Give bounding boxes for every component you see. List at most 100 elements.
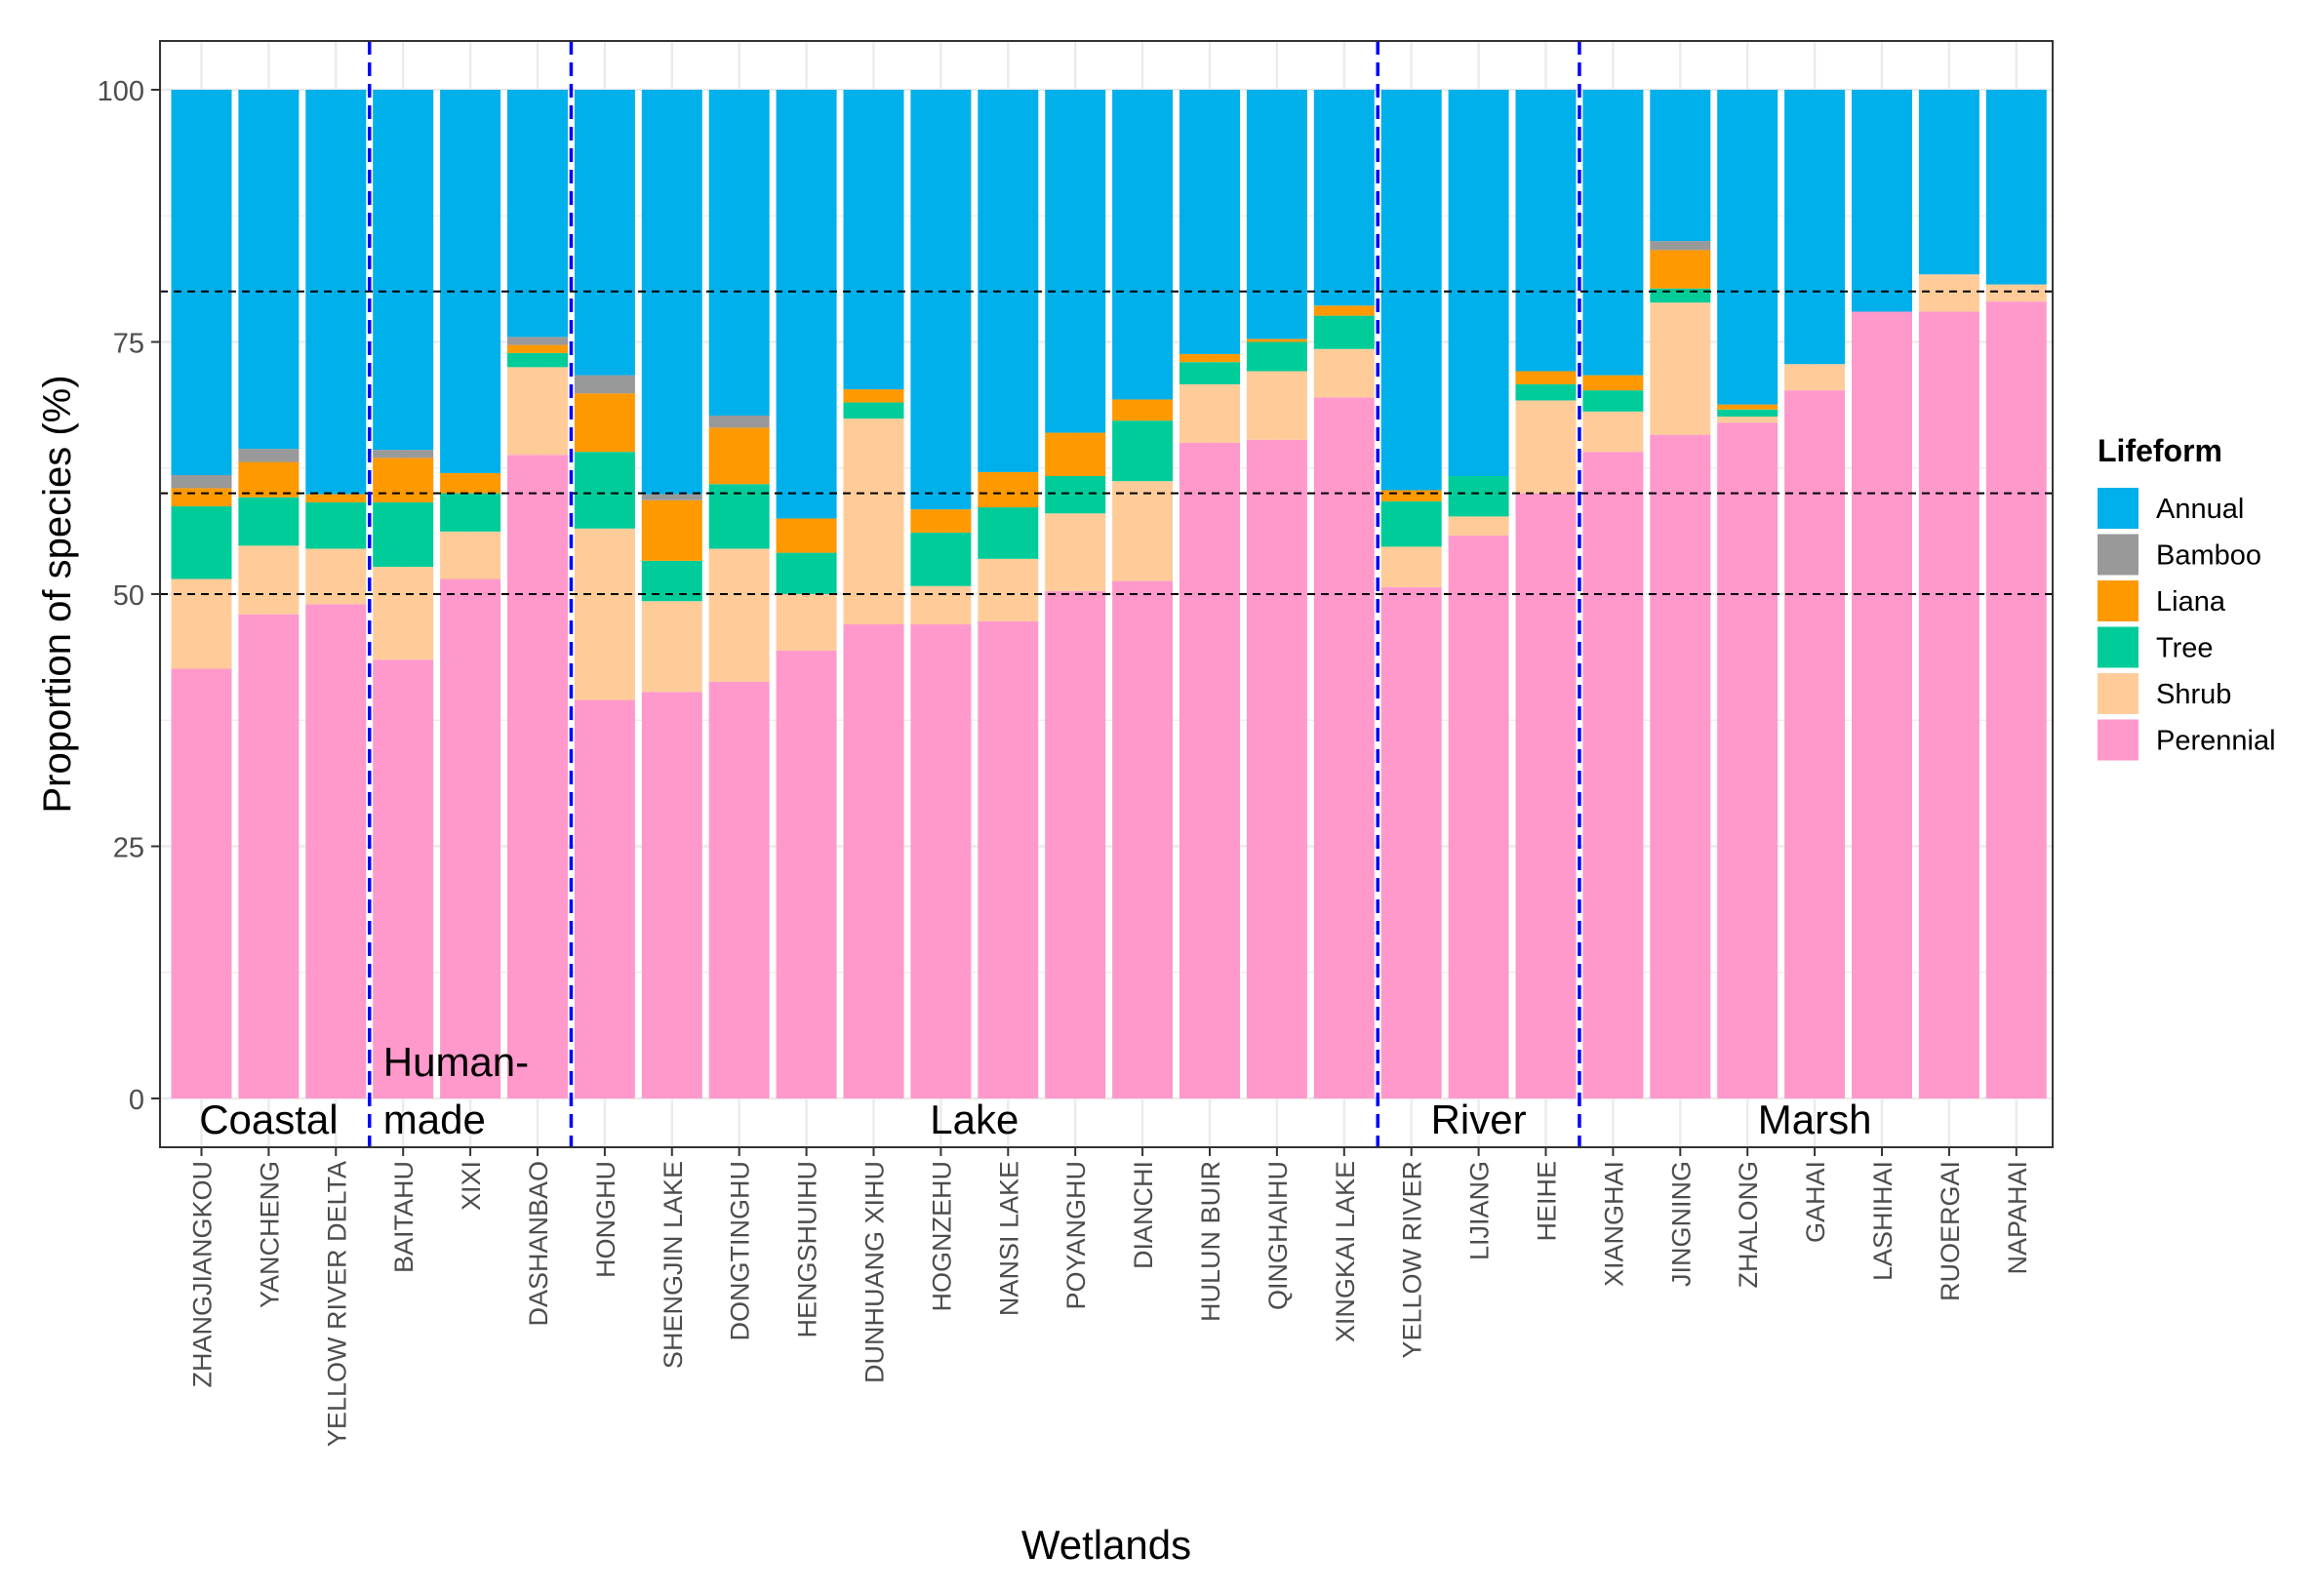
bar-segment-liana — [305, 494, 367, 502]
bar-segment-perennial — [305, 604, 367, 1098]
x-tick-label: JINGNING — [1666, 1161, 1696, 1287]
bar-segment-tree — [1582, 390, 1644, 412]
bar-segment-liana — [373, 458, 434, 502]
x-tick-label: DONGTINGHU — [726, 1161, 755, 1341]
bar-segment-tree — [1380, 500, 1442, 547]
bar-segment-shrub — [1380, 546, 1442, 587]
bar-segment-annual — [1179, 90, 1240, 354]
bar-segment-shrub — [1246, 371, 1307, 440]
bar-segment-perennial — [641, 692, 702, 1098]
bar-segment-perennial — [1045, 590, 1106, 1098]
bar-segment-perennial — [507, 455, 568, 1099]
bar-segment-perennial — [1179, 442, 1240, 1098]
y-tick-label: 75 — [113, 329, 144, 360]
bar-segment-shrub — [1179, 383, 1240, 443]
bar-segment-shrub — [910, 585, 972, 625]
y-axis-title: Proportion of species (%) — [36, 375, 79, 813]
bar-segment-annual — [1448, 90, 1509, 477]
bar-segment-perennial — [776, 650, 837, 1098]
bars — [171, 90, 2047, 1099]
x-tick-label: NAPAHAI — [2003, 1161, 2032, 1275]
bar-segment-annual — [373, 90, 434, 451]
bar-segment-perennial — [910, 624, 972, 1098]
bar-segment-liana — [1515, 371, 1577, 384]
bar-segment-annual — [1112, 90, 1174, 400]
bar-segment-liana — [1582, 375, 1644, 391]
x-tick-label: NANSI LAKE — [994, 1161, 1023, 1316]
bar-segment-annual — [1985, 90, 2047, 285]
bar-segment-bamboo — [507, 337, 568, 345]
bar-segment-perennial — [1650, 434, 1711, 1098]
group-label: River — [1431, 1097, 1527, 1142]
bar-segment-shrub — [1448, 516, 1509, 537]
x-tick-label: HONGHU — [591, 1161, 620, 1278]
bar-segment-annual — [1918, 90, 1979, 275]
legend-label-shrub: Shrub — [2156, 679, 2231, 710]
bar-segment-liana — [1246, 339, 1307, 342]
legend-swatch-bamboo — [2098, 534, 2138, 576]
bar-segment-tree — [373, 501, 434, 568]
bar-segment-shrub — [1045, 513, 1106, 591]
bar-segment-annual — [910, 90, 972, 510]
bar-segment-shrub — [373, 567, 434, 660]
bar-segment-liana — [238, 461, 300, 498]
legend-swatch-tree — [2098, 626, 2138, 668]
bar-segment-tree — [507, 352, 568, 368]
bar-segment-tree — [1112, 420, 1174, 482]
bar-segment-annual — [1380, 90, 1442, 491]
bar-segment-annual — [1045, 90, 1106, 433]
legend-title: Lifeform — [2098, 433, 2222, 468]
bar-segment-annual — [1515, 90, 1577, 372]
bar-segment-tree — [1515, 383, 1577, 401]
bar-segment-bamboo — [708, 415, 770, 428]
x-tick-label: YELLOW RIVER DELTA — [322, 1161, 351, 1447]
y-tick-label: 0 — [129, 1085, 144, 1116]
x-tick-label: HENGSHUIHU — [793, 1161, 822, 1338]
bar-segment-shrub — [776, 594, 837, 651]
bar-segment-bamboo — [574, 375, 635, 394]
bar-segment-annual — [1852, 90, 1912, 312]
bar-segment-liana — [978, 471, 1039, 508]
y-tick-label: 25 — [113, 833, 144, 864]
bar-segment-annual — [171, 90, 232, 475]
bar-segment-perennial — [978, 620, 1039, 1098]
x-tick-label: GAHAI — [1801, 1161, 1830, 1243]
legend-swatch-perennial — [2098, 719, 2138, 761]
bar-segment-tree — [1045, 476, 1106, 514]
bar-segment-bamboo — [373, 450, 434, 459]
legend-label-liana: Liana — [2156, 586, 2226, 618]
bar-segment-annual — [1717, 90, 1778, 405]
bar-segment-perennial — [1918, 311, 1979, 1099]
group-dividers — [368, 41, 1581, 1147]
y-tick-label: 50 — [113, 580, 144, 612]
bar-segment-annual — [574, 90, 635, 376]
bar-segment-shrub — [1784, 364, 1846, 391]
legend-swatch-liana — [2098, 580, 2138, 621]
bar-segment-tree — [910, 532, 972, 586]
bar-segment-liana — [1380, 490, 1442, 501]
bar-segment-liana — [1179, 353, 1240, 363]
x-tick-label: SHENGJIN LAKE — [659, 1161, 688, 1369]
x-tick-label: YANCHENG — [255, 1161, 284, 1308]
bar-segment-shrub — [708, 548, 770, 682]
x-tick-label: HULUN BUIR — [1196, 1161, 1225, 1322]
bar-segment-shrub — [1985, 284, 2047, 302]
bar-segment-liana — [910, 509, 972, 533]
bar-segment-tree — [843, 402, 904, 419]
bar-segment-annual — [507, 90, 568, 338]
bar-segment-bamboo — [641, 494, 702, 500]
bar-segment-annual — [440, 90, 501, 473]
bar-segment-annual — [1582, 90, 1644, 376]
bar-segment-shrub — [843, 419, 904, 625]
bar-segment-annual — [978, 90, 1039, 472]
bar-segment-tree — [1246, 341, 1307, 372]
bar-segment-liana — [440, 472, 501, 494]
bar-segment-shrub — [1650, 302, 1711, 435]
group-label: Coastal — [199, 1097, 338, 1142]
bar-segment-annual — [776, 90, 837, 519]
bar-segment-perennial — [1852, 311, 1912, 1099]
bar-segment-tree — [1448, 476, 1509, 517]
bar-segment-annual — [708, 90, 770, 416]
group-labels: Coastal Human-made Lake River Marsh — [199, 1039, 1871, 1142]
bar-segment-annual — [1650, 90, 1711, 242]
